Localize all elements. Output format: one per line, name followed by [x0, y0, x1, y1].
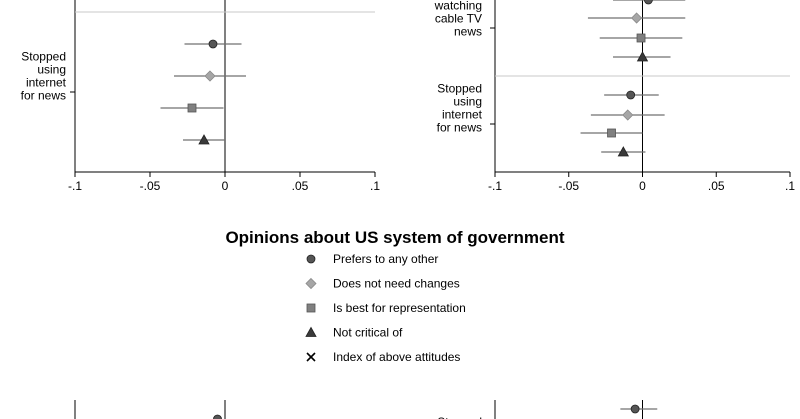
category-label: Stopped	[21, 50, 66, 64]
x-tick-label: 0	[222, 179, 229, 193]
category-label: internet	[442, 108, 483, 122]
point-estimate	[208, 39, 218, 49]
category-label: cable TV	[435, 12, 482, 26]
legend-label: Does not need changes	[333, 277, 460, 291]
point-estimate	[607, 128, 616, 138]
category-label: news	[454, 25, 482, 39]
panel-bottom-right: Stopped	[437, 400, 658, 419]
x-tick-label: .05	[292, 179, 309, 193]
point-estimate	[187, 103, 197, 113]
x-tick-label: -.05	[140, 179, 161, 193]
point-estimate	[636, 33, 646, 43]
legend-label: Is best for representation	[333, 301, 466, 315]
point-estimate	[644, 0, 653, 5]
x-tick-label: -.05	[558, 179, 579, 193]
x-tick-label: .1	[370, 179, 380, 193]
category-label: for news	[21, 89, 66, 103]
point-estimate	[204, 70, 216, 82]
point-estimate	[622, 109, 634, 121]
legend-marker-circle	[306, 254, 316, 264]
point-estimate	[617, 146, 630, 157]
point-estimate	[631, 12, 643, 24]
point-estimate	[213, 414, 222, 419]
x-tick-label: -.1	[68, 179, 82, 193]
legend: Opinions about US system of government P…	[225, 228, 564, 364]
panel-bottom-left	[74, 400, 226, 419]
legend-marker-x	[306, 352, 316, 362]
x-tick-label: -.1	[488, 179, 502, 193]
legend-label: Prefers to any other	[333, 252, 438, 266]
category-label: Stopped	[437, 415, 482, 419]
category-label: watching	[434, 0, 482, 13]
x-tick-label: .1	[785, 179, 795, 193]
category-label: for news	[437, 121, 482, 135]
legend-marker-square	[306, 303, 316, 313]
point-estimate	[636, 51, 649, 62]
category-label: using	[453, 95, 482, 109]
x-tick-label: .05	[708, 179, 725, 193]
point-estimate	[630, 404, 640, 414]
legend-title: Opinions about US system of government	[225, 228, 564, 247]
legend-label: Index of above attitudes	[333, 350, 460, 364]
category-label: using	[37, 63, 66, 77]
point-estimate	[198, 134, 210, 145]
point-estimate	[626, 90, 636, 100]
legend-marker-diamond	[305, 277, 317, 290]
x-tick-label: 0	[639, 179, 646, 193]
legend-label: Not critical of	[333, 326, 403, 340]
category-label: Stopped	[437, 82, 482, 96]
category-label: internet	[26, 76, 67, 90]
legend-marker-triangle	[305, 326, 317, 337]
